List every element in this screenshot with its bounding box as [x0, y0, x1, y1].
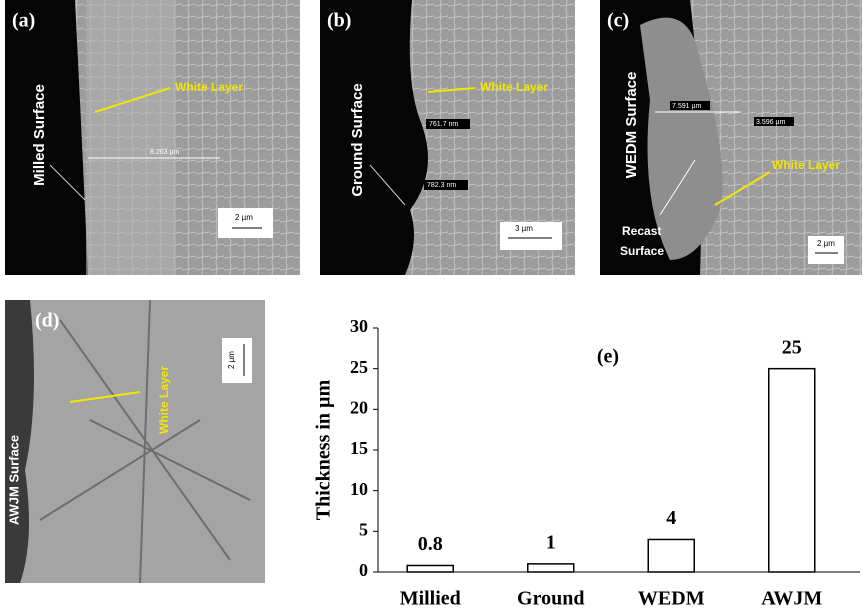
y-tick-label: 25	[350, 357, 368, 377]
y-tick-label: 0	[359, 560, 368, 580]
layer-label: White Layer	[480, 80, 548, 94]
value-label: 4	[666, 507, 676, 529]
scale-label: 2 µm	[227, 351, 236, 369]
layer-label: White Layer	[157, 366, 171, 434]
bar	[407, 565, 453, 572]
value-label: 0.8	[418, 533, 443, 555]
x-tick-label: Millied	[400, 588, 461, 610]
chart-annotation: (e)	[597, 346, 619, 368]
surface-label: Ground Surface	[349, 83, 366, 196]
y-tick-label: 30	[350, 316, 368, 336]
bar	[648, 539, 694, 572]
y-tick-label: 15	[350, 438, 368, 458]
y-axis-label: Thickness in µm	[313, 379, 335, 520]
micrograph-a: (a) Milled Surface White Layer 8.263 µm …	[5, 0, 300, 275]
surface-label: WEDM Surface	[623, 72, 640, 179]
panel-label: (a)	[12, 10, 35, 32]
panel-label: (d)	[35, 310, 59, 332]
value-label: 1	[546, 531, 556, 553]
measurement: 8.263 µm	[150, 149, 179, 156]
x-tick-label: WEDM	[638, 588, 705, 610]
bar	[769, 369, 815, 572]
panel-label: (c)	[607, 10, 629, 32]
measurement: 3.596 µm	[756, 119, 785, 126]
x-tick-label: Ground	[517, 588, 584, 610]
micrograph-b: (b) Ground Surface White Layer 761.7 nm …	[320, 0, 575, 275]
y-tick-label: 10	[350, 479, 368, 499]
measurement: 7.591 µm	[672, 103, 701, 110]
measurement: 782.3 nm	[427, 182, 456, 189]
bar	[528, 564, 574, 572]
layer-label: White Layer	[772, 158, 840, 172]
micrograph-c: (c) WEDM Surface 7.591 µm 3.596 µm White…	[600, 0, 862, 275]
scale-label: 2 µm	[817, 239, 835, 248]
surface-label: Milled Surface	[31, 84, 48, 186]
recast-label: Recast	[622, 224, 661, 238]
bar-chart: (e) Thickness in µm 0 5 10 15 20 25 30 Millied 0…	[313, 316, 860, 609]
scale-label: 3 µm	[515, 224, 533, 233]
surface-label: AWJM Surface	[6, 435, 21, 525]
recast-label: Surface	[620, 244, 664, 258]
panel-label: (b)	[327, 10, 351, 32]
figure: (a) Milled Surface White Layer 8.263 µm …	[0, 0, 867, 614]
layer-label: White Layer	[175, 80, 243, 94]
micrograph-d: (d) AWJM Surface White Layer 2 µm	[5, 300, 265, 583]
measurement: 761.7 nm	[429, 121, 458, 128]
value-label: 25	[782, 336, 802, 358]
y-tick-label: 20	[350, 397, 368, 417]
x-tick-label: AWJM	[761, 588, 822, 610]
y-tick-label: 5	[359, 519, 368, 539]
scale-label: 2 µm	[235, 213, 253, 222]
